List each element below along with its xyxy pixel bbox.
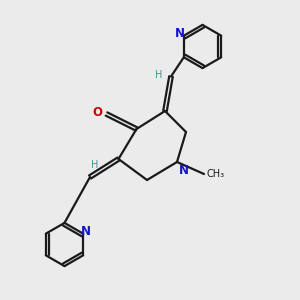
- Text: CH₃: CH₃: [206, 169, 224, 179]
- Text: N: N: [81, 225, 91, 238]
- Text: N: N: [175, 27, 185, 40]
- Text: O: O: [92, 106, 102, 119]
- Text: H: H: [92, 160, 99, 170]
- Text: H: H: [155, 70, 163, 80]
- Text: N: N: [178, 164, 188, 176]
